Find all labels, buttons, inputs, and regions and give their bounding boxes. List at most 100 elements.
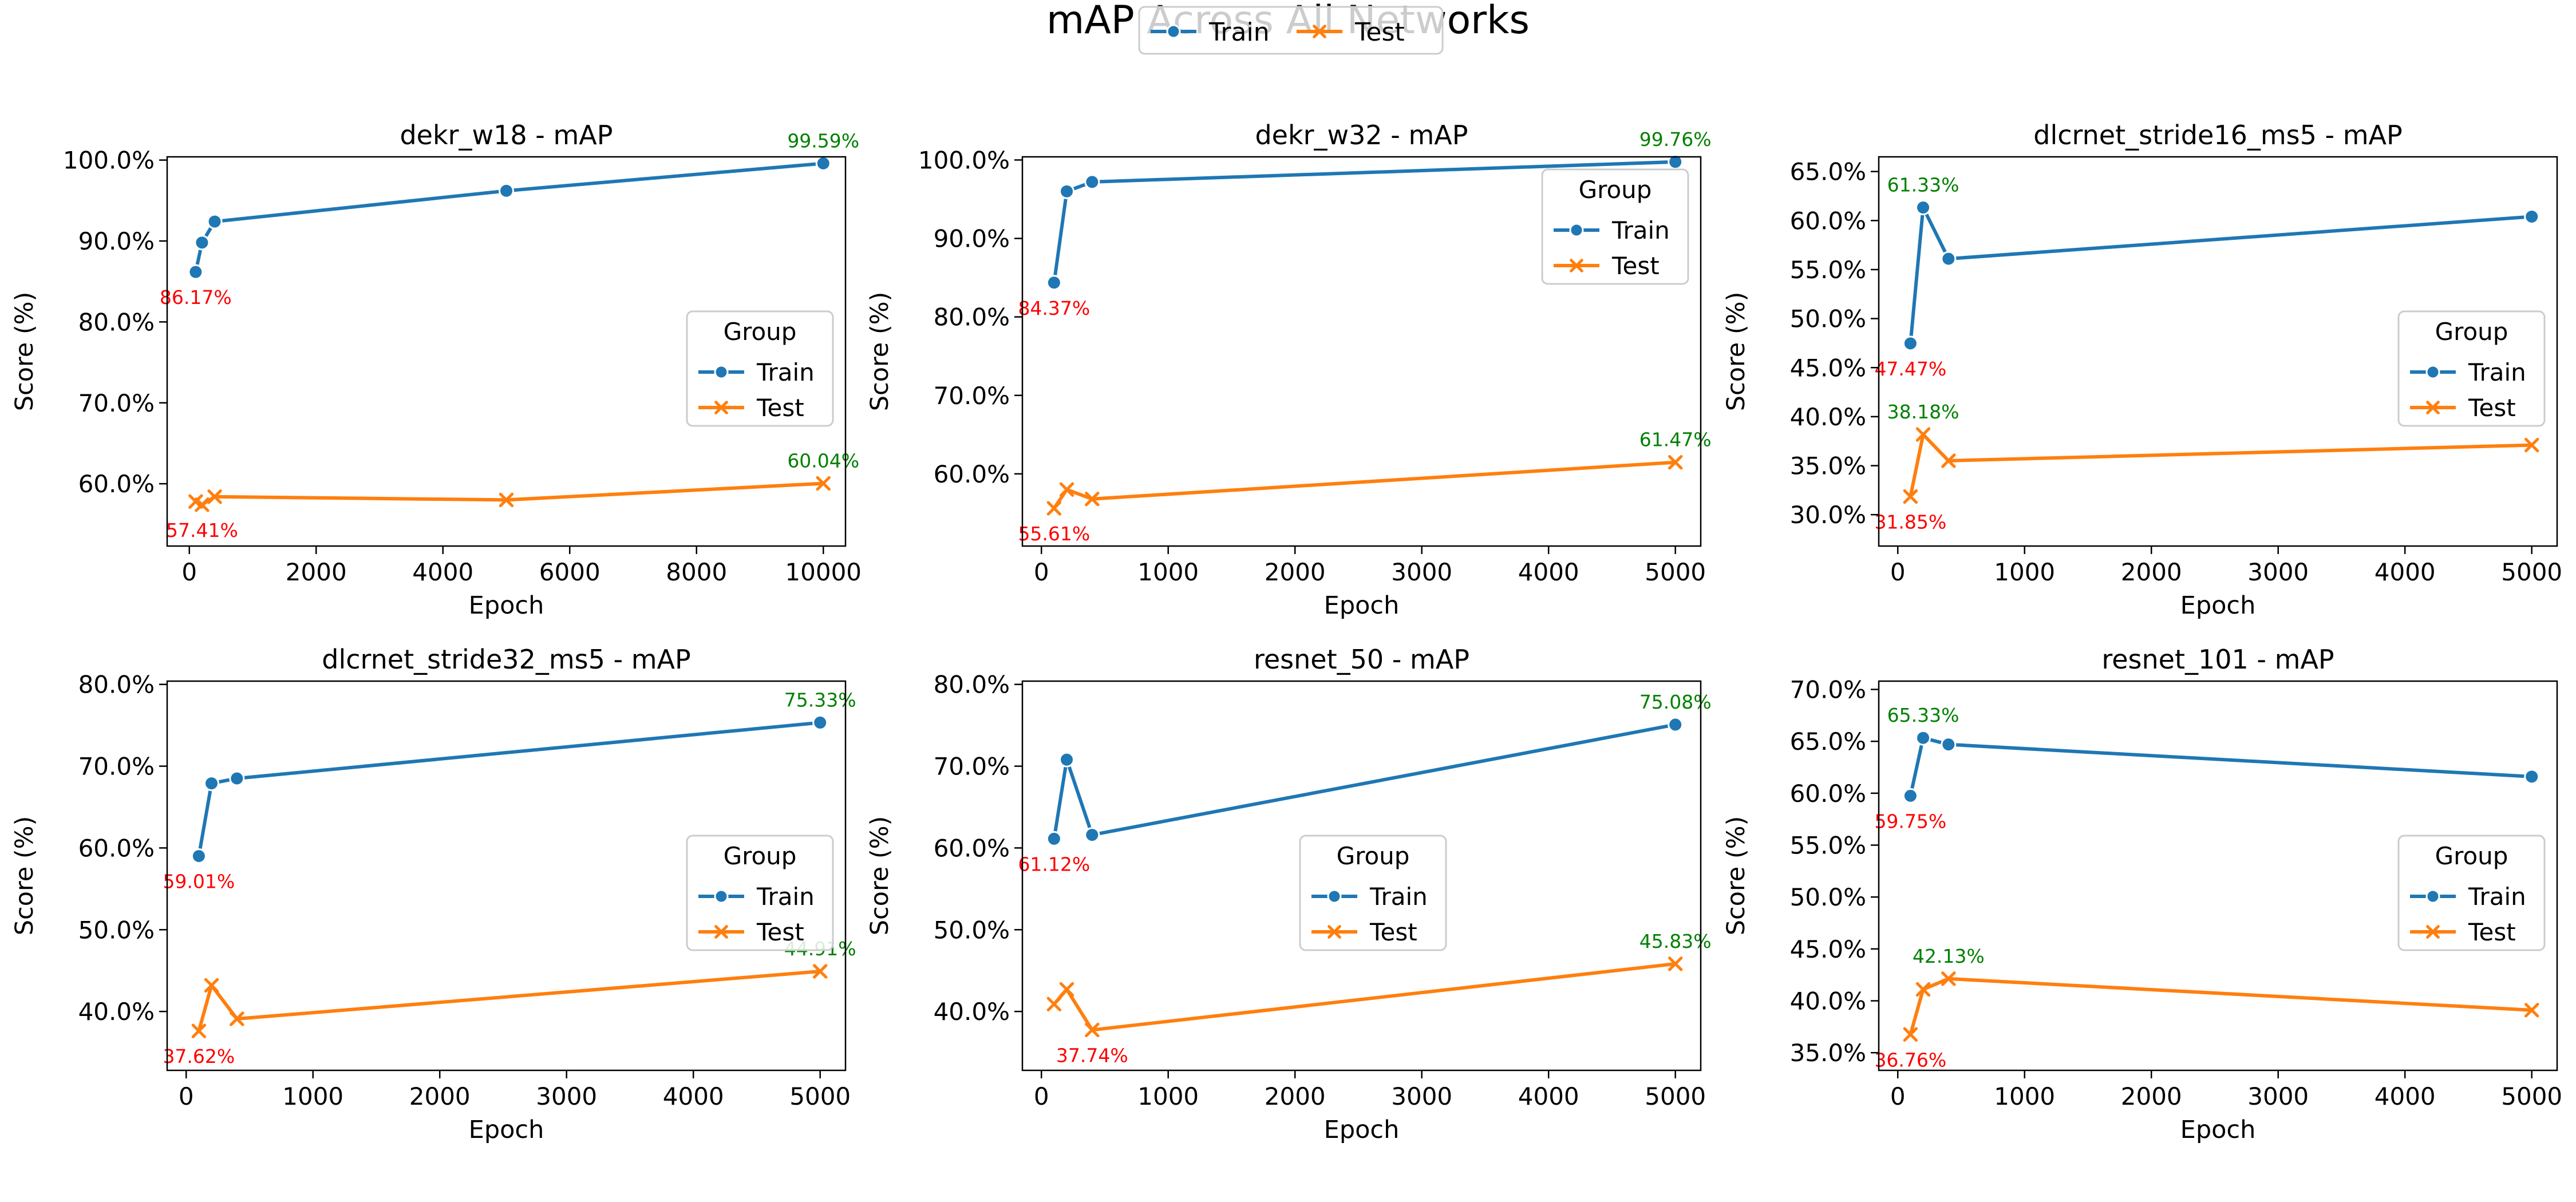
x-tick-label: 5000 [2501,558,2562,586]
x-axis-label: Epoch [469,1116,544,1144]
data-point-train [1060,184,1074,198]
figure-legend-label-test: Test [1354,18,1405,47]
data-point-train [1085,828,1099,842]
chart-legend-label-train: Train [2468,358,2526,386]
chart-legend-label-train: Train [1611,216,1670,244]
x-tick-label: 1000 [282,1082,343,1110]
x-tick-label: 6000 [539,558,600,586]
annotation-max-test: 38.18% [1887,401,1959,423]
chart-legend-marker-train [1570,224,1583,236]
annotation-max-train: 61.33% [1887,174,1959,196]
x-axis-label: Epoch [1324,591,1400,620]
y-tick-label: 80.0% [78,308,155,336]
y-tick-label: 100.0% [63,147,155,175]
chart-legend-label-train: Train [1369,883,1428,911]
chart-legend-title: Group [1337,842,1410,870]
x-tick-label: 1000 [1994,558,2055,586]
x-tick-label: 2000 [1265,1082,1326,1110]
chart-legend: Group Train Test [2399,311,2545,426]
data-point-train [1047,832,1061,845]
chart-title: resnet_50 - mAP [1254,644,1469,675]
y-axis-label: Score (%) [10,292,39,412]
chart-legend-label-test: Test [1611,252,1660,280]
x-tick-label: 0 [181,558,197,586]
y-tick-label: 55.0% [1790,256,1866,284]
x-tick-label: 4000 [412,558,473,586]
x-tick-label: 0 [1034,558,1049,586]
y-tick-label: 70.0% [934,382,1010,410]
y-tick-label: 80.0% [934,303,1010,331]
x-tick-label: 4000 [1518,558,1579,586]
y-tick-label: 60.0% [78,834,155,862]
annotation-min-train: 59.01% [163,871,235,893]
x-tick-label: 2000 [2121,1082,2182,1110]
chart-title: dlcrnet_stride32_ms5 - mAP [322,644,691,675]
y-tick-label: 100.0% [918,146,1010,174]
y-tick-label: 60.0% [1790,780,1866,808]
y-tick-label: 55.0% [1790,832,1866,860]
annotation-min-test: 37.62% [163,1045,235,1067]
x-tick-label: 4000 [2374,558,2436,586]
chart-legend-marker-train [715,366,728,378]
data-point-train [1917,201,1930,215]
y-tick-label: 40.0% [1790,403,1866,431]
x-tick-label: 1000 [1137,1082,1199,1110]
annotation-max-train: 65.33% [1887,704,1959,726]
y-tick-label: 60.0% [78,470,155,498]
y-tick-label: 50.0% [1790,305,1866,333]
data-point-train [230,772,244,785]
x-tick-label: 8000 [666,558,727,586]
data-point-train [1047,276,1061,290]
y-tick-label: 70.0% [78,753,155,781]
x-tick-label: 3000 [2247,558,2309,586]
y-tick-label: 65.0% [1790,158,1866,186]
x-tick-label: 10000 [785,558,862,586]
y-tick-label: 50.0% [1790,883,1866,911]
y-axis-label: Score (%) [866,292,894,412]
chart-legend-title: Group [2435,318,2508,346]
x-tick-label: 3000 [1391,558,1452,586]
data-point-train [816,156,830,170]
annotation-min-test: 37.74% [1056,1044,1128,1066]
data-point-train [1060,753,1074,766]
x-tick-label: 2000 [1265,558,1326,586]
y-tick-label: 70.0% [1790,676,1866,704]
figure-legend-label-train: Train [1208,18,1270,47]
chart-legend-title: Group [1579,176,1652,204]
data-point-train [192,849,206,863]
chart-legend-label-test: Test [2468,918,2516,946]
chart-title: resnet_101 - mAP [2101,644,2334,675]
data-point-train [205,777,219,790]
data-point-train [813,715,827,729]
chart-legend-marker-train [2427,890,2439,903]
data-point-train [2525,770,2539,784]
x-axis-label: Epoch [1324,1116,1400,1144]
annotation-min-test: 57.41% [166,519,238,541]
chart-legend: Group Train Test [687,836,833,950]
x-tick-label: 4000 [1518,1082,1579,1110]
data-point-train [1942,252,1955,266]
data-point-train [2525,209,2539,223]
chart-legend: Group Train Test [1542,169,1688,284]
x-tick-label: 3000 [1391,1082,1452,1110]
y-tick-label: 30.0% [1790,501,1866,529]
y-tick-label: 40.0% [78,998,155,1026]
y-tick-label: 60.0% [1790,207,1866,235]
y-tick-label: 40.0% [934,998,1010,1026]
y-tick-label: 45.0% [1790,354,1866,382]
annotation-min-train: 84.37% [1018,297,1090,319]
x-axis-label: Epoch [469,591,544,620]
x-tick-label: 0 [1890,558,1906,586]
annotation-min-test: 55.61% [1018,523,1090,545]
x-tick-label: 5000 [1645,558,1706,586]
x-tick-label: 2000 [409,1082,471,1110]
chart-legend-title: Group [724,318,797,346]
chart-legend-label-train: Train [2468,883,2526,911]
x-tick-label: 3000 [536,1082,597,1110]
chart-legend-label-test: Test [756,918,804,946]
y-tick-label: 35.0% [1790,452,1866,480]
chart-legend-label-test: Test [756,394,804,422]
chart-legend: Group Train Test [687,311,833,426]
x-tick-label: 3000 [2247,1082,2309,1110]
